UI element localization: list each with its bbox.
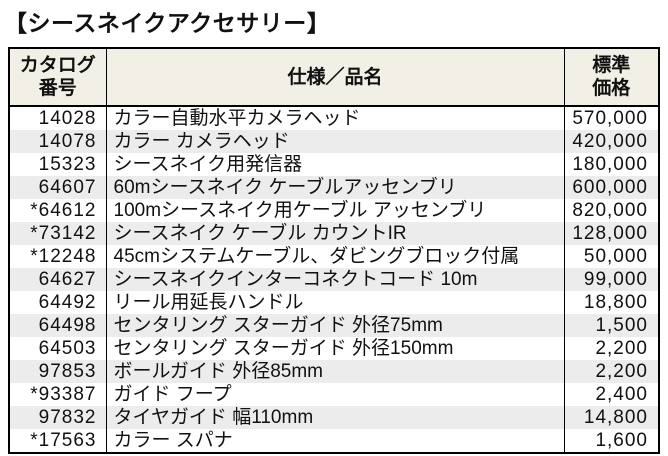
price-cell: 99,000 <box>563 268 660 291</box>
catalog-number-cell: 64607 <box>8 176 107 199</box>
catalog-number-cell: 97832 <box>8 406 107 429</box>
header-price-line2: 価格 <box>592 78 631 99</box>
catalog-number-cell: *73142 <box>8 222 107 245</box>
price-cell: 18,800 <box>563 291 660 314</box>
price-cell: 180,000 <box>563 153 660 176</box>
table-row: 14078 カラー カメラヘッド 420,000 <box>8 130 660 153</box>
table-row: 64498 センタリング スターガイド 外径75mm 1,500 <box>8 314 660 337</box>
table-row: *64612 100mシースネイク用ケーブル アッセンブリ 820,000 <box>8 199 660 222</box>
product-name-cell: 100mシースネイク用ケーブル アッセンブリ <box>105 199 565 222</box>
price-cell: 14,800 <box>563 406 660 429</box>
catalog-number-cell: 64627 <box>8 268 107 291</box>
product-name-cell: ガイド フープ <box>105 383 565 406</box>
catalog-number-cell: 64492 <box>8 291 107 314</box>
table-row: 97832 タイヤガイド 幅110mm 14,800 <box>8 406 660 429</box>
table-row: 64503 センタリング スターガイド 外径150mm 2,200 <box>8 337 660 360</box>
product-name-cell: カラー カメラヘッド <box>105 130 565 153</box>
price-cell: 50,000 <box>563 245 660 268</box>
product-name-cell: リール用延長ハンドル <box>105 291 565 314</box>
table-row: 64492 リール用延長ハンドル 18,800 <box>8 291 660 314</box>
catalog-number-cell: *93387 <box>8 383 107 406</box>
table-row: *12248 45cmシステムケーブル、ダビングブロック付属 50,000 <box>8 245 660 268</box>
table-row: 14028 カラー自動水平カメラヘッド 570,000 <box>8 106 660 130</box>
product-name-cell: カラー スパナ <box>105 429 565 453</box>
header-spec-name: 仕様／品名 <box>105 48 565 107</box>
product-name-cell: ボールガイド 外径85mm <box>105 360 565 383</box>
price-cell: 820,000 <box>563 199 660 222</box>
catalog-number-cell: 64498 <box>8 314 107 337</box>
price-cell: 600,000 <box>563 176 660 199</box>
table-row: *73142 シースネイク ケーブル カウントIR 128,000 <box>8 222 660 245</box>
table-row: *93387 ガイド フープ 2,400 <box>8 383 660 406</box>
product-name-cell: シースネイク ケーブル カウントIR <box>105 222 565 245</box>
catalog-number-cell: 97853 <box>8 360 107 383</box>
catalog-number-cell: *64612 <box>8 199 107 222</box>
price-cell: 2,400 <box>563 383 660 406</box>
product-name-cell: 60mシースネイク ケーブルアッセンブリ <box>105 176 565 199</box>
header-catalog-number: カタログ 番号 <box>8 48 107 107</box>
product-name-cell: タイヤガイド 幅110mm <box>105 406 565 429</box>
price-cell: 1,600 <box>563 429 660 453</box>
price-cell: 570,000 <box>563 106 660 130</box>
header-catalog-line1: カタログ <box>19 55 96 76</box>
price-cell: 420,000 <box>563 130 660 153</box>
price-cell: 1,500 <box>563 314 660 337</box>
table-row: 64607 60mシースネイク ケーブルアッセンブリ 600,000 <box>8 176 660 199</box>
catalog-number-cell: 14028 <box>8 106 107 130</box>
price-cell: 2,200 <box>563 360 660 383</box>
price-cell: 2,200 <box>563 337 660 360</box>
catalog-number-cell: *17563 <box>8 429 107 453</box>
accessories-price-table: カタログ 番号 仕様／品名 標準 価格 14028 カラー自動水平カメラヘッド 57… <box>8 47 660 454</box>
header-price-line1: 標準 <box>592 55 631 76</box>
product-name-cell: センタリング スターガイド 外径150mm <box>105 337 565 360</box>
product-name-cell: シースネイクインターコネクトコード 10m <box>105 268 565 291</box>
header-catalog-line2: 番号 <box>38 78 77 99</box>
header-row: カタログ 番号 仕様／品名 標準 価格 <box>8 48 660 107</box>
product-name-cell: センタリング スターガイド 外径75mm <box>105 314 565 337</box>
catalog-number-cell: 14078 <box>8 130 107 153</box>
catalog-number-cell: 64503 <box>8 337 107 360</box>
table-row: *17563 カラー スパナ 1,600 <box>8 429 660 453</box>
product-name-cell: シースネイク用発信器 <box>105 153 565 176</box>
table-row: 97853 ボールガイド 外径85mm 2,200 <box>8 360 660 383</box>
price-cell: 128,000 <box>563 222 660 245</box>
table-body: 14028 カラー自動水平カメラヘッド 570,000 14078 カラー カメ… <box>8 106 660 453</box>
page-title: 【シースネイクアクセサリー】 <box>4 10 331 36</box>
table-row: 64627 シースネイクインターコネクトコード 10m 99,000 <box>8 268 660 291</box>
table-header: カタログ 番号 仕様／品名 標準 価格 <box>8 48 660 107</box>
table-row: 15323 シースネイク用発信器 180,000 <box>8 153 660 176</box>
product-name-cell: カラー自動水平カメラヘッド <box>105 106 565 130</box>
catalog-number-cell: *12248 <box>8 245 107 268</box>
header-standard-price: 標準 価格 <box>563 48 660 107</box>
catalog-number-cell: 15323 <box>8 153 107 176</box>
product-name-cell: 45cmシステムケーブル、ダビングブロック付属 <box>105 245 565 268</box>
